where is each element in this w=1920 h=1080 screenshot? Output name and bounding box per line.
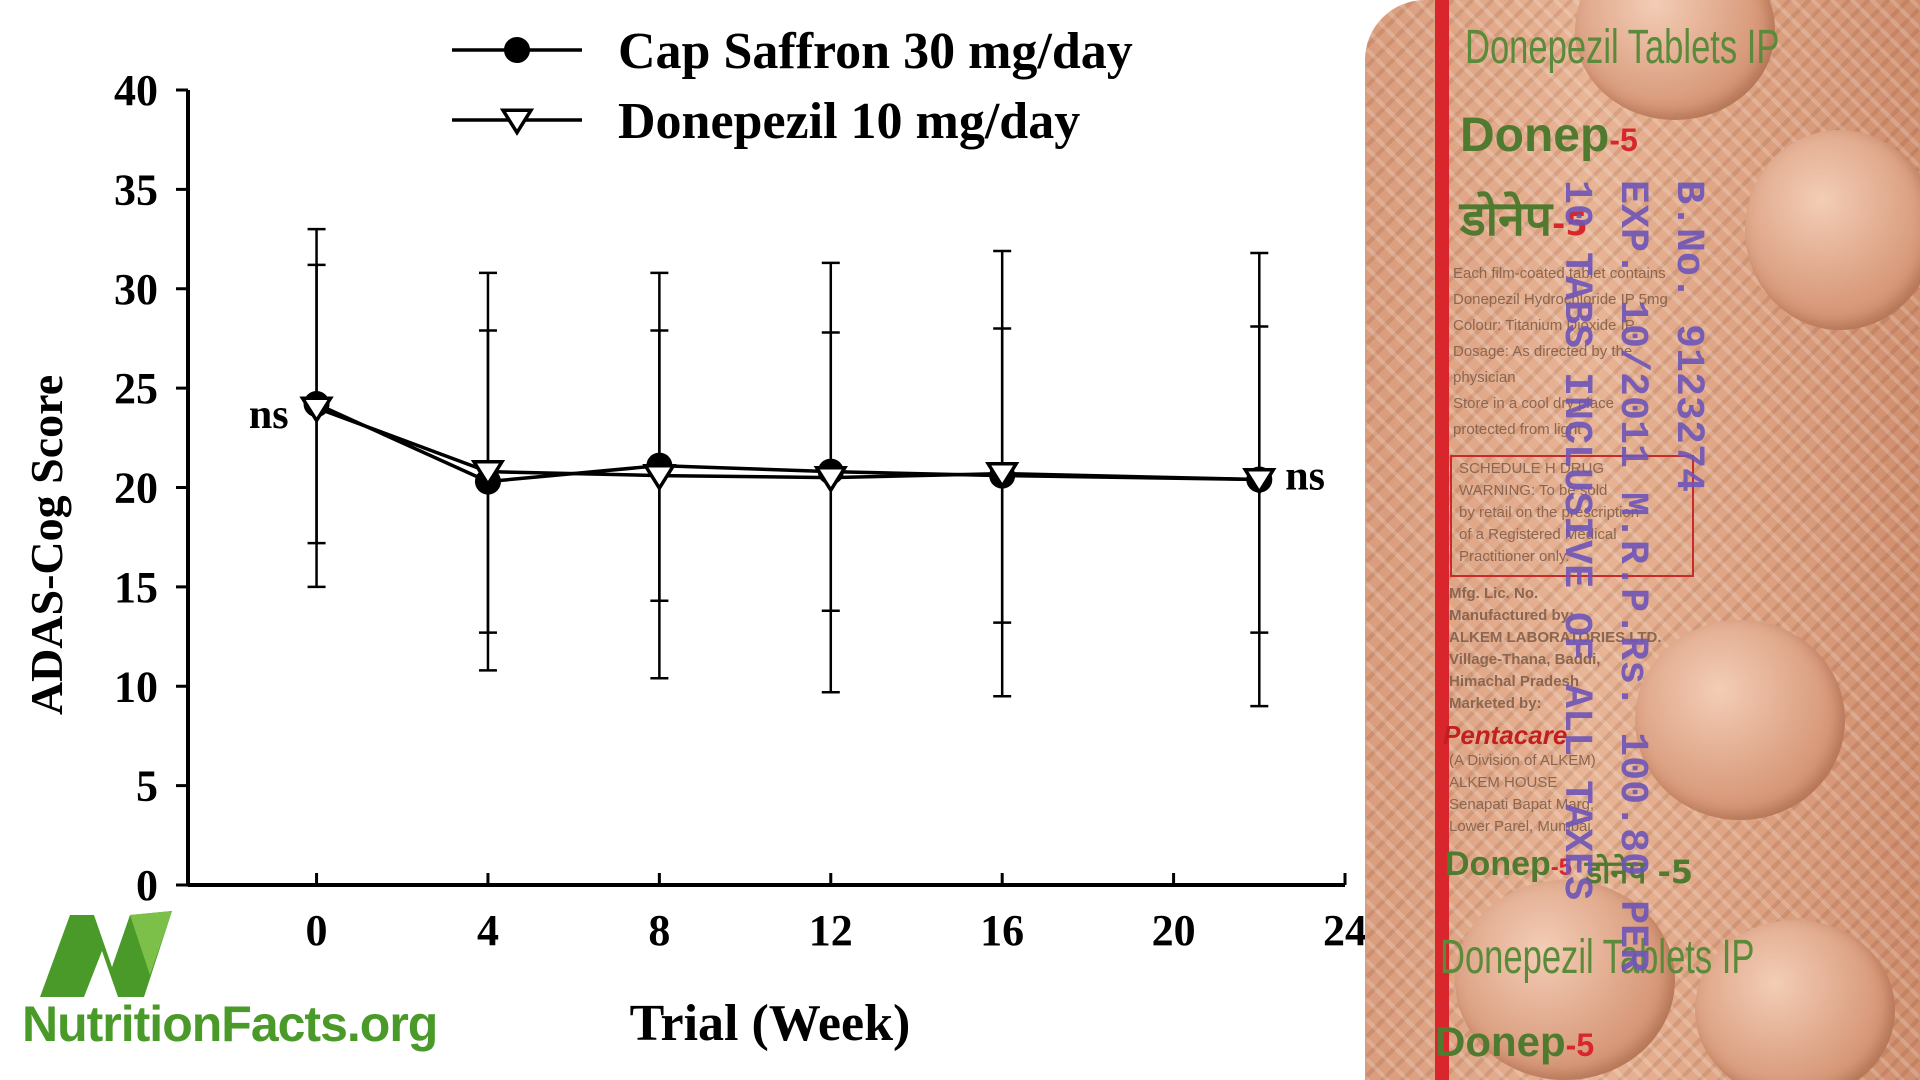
legend: Cap Saffron 30 mg/day Donepezil 10 mg/day (452, 23, 1133, 150)
series-line (315, 402, 1260, 484)
pack-text-line: Store in a cool dry place (1453, 395, 1614, 412)
pack-text-line: Himachal Pradesh (1449, 673, 1580, 690)
brand-strength: -5 (1609, 122, 1638, 158)
x-tick-label: 24 (1323, 906, 1367, 955)
pack-text-line: Marketed by: (1449, 695, 1542, 712)
series-layer (299, 227, 1277, 708)
y-tick-label: 25 (114, 364, 158, 413)
pack-text-line: physician (1453, 369, 1516, 386)
legend-label: Donepezil 10 mg/day (618, 93, 1080, 150)
pack-text-line: Practitioner only. (1459, 548, 1570, 565)
nutritionfacts-logo: NutritionFacts.org (20, 895, 510, 1065)
y-axis-label: ADAS-Cog Score (21, 375, 72, 715)
pack-text-line: Manufactured by: (1449, 607, 1575, 624)
data-point-donepezil (470, 460, 506, 488)
hindi-name: डोनेप (1460, 191, 1553, 247)
series-line (315, 406, 1260, 482)
x-tick-label: 4 (477, 906, 499, 955)
batch-price-stamp: B.No. 9123274 EXP. 10/2011 M.R.P.Rs. 100.… (1547, 180, 1715, 972)
brand-name: Donep (1460, 109, 1610, 162)
data-point-donepezil (1242, 468, 1277, 496)
hindi-strength: -5 (1552, 205, 1588, 243)
pack-text-line: of a Registered Medical (1459, 526, 1617, 543)
brand-name-hindi: डोनेप-5 (1460, 185, 1588, 250)
pack-text-line: Donepezil Hydrochloride IP 5mg (1453, 291, 1668, 308)
marketer-name: Pentacare (1443, 720, 1568, 750)
y-tick-label: 15 (114, 563, 158, 612)
axes (186, 90, 1345, 887)
brand-name-top: Donep-5 (1460, 108, 1638, 163)
logo-text: NutritionFacts.org (22, 996, 438, 1052)
ns-annotation: ns (1285, 454, 1325, 500)
brand-name-bottom: Donep-5 (1445, 845, 1572, 884)
generic-name-top: Donepezil Tablets IP (1465, 21, 1780, 74)
schedule-h-box (1450, 455, 1694, 577)
n-leaf-icon (40, 911, 172, 997)
brand-name: Donep (1445, 845, 1551, 883)
y-tick-label: 40 (114, 66, 158, 115)
pack-text-line: SCHEDULE H DRUG (1459, 460, 1605, 477)
pack-text-line: Dosage: As directed by the (1453, 343, 1633, 360)
pack-text-line: Senapati Bapat Marg, (1449, 796, 1595, 813)
x-axis-label: Trial (Week) (630, 995, 911, 1052)
x-tick-label: 8 (648, 906, 670, 955)
data-point-donepezil (985, 462, 1020, 490)
ns-annotation: ns (249, 392, 289, 438)
pack-text-line: ALKEM LABORATORIES LTD. (1449, 629, 1662, 646)
pack-text-line: Colour: Titanium Dioxide IP (1453, 317, 1635, 334)
data-point-donepezil (813, 466, 848, 494)
series-saffron (303, 263, 1273, 634)
pack-text-line: ALKEM HOUSE (1449, 774, 1558, 791)
brand-name: Donep (1435, 1018, 1566, 1065)
y-tick-label: 35 (114, 165, 158, 214)
pack-text-line: by retail on the prescription (1459, 504, 1640, 521)
brand-name-last: Donep-5 (1435, 1018, 1594, 1066)
stamp-line: 10 TABS INCLUSIVE OF ALL TAXES (1553, 180, 1598, 901)
x-tick-label: 0 (306, 906, 328, 955)
pack-text-line: protected from light (1453, 421, 1582, 438)
data-point-donepezil (642, 464, 677, 492)
x-ticks: 0 4 8 12 16 20 24 (306, 873, 1367, 955)
pack-text-line: Each film-coated tablet contains (1453, 265, 1666, 282)
y-tick-label: 10 (114, 662, 158, 711)
pack-text-line: (A Division of ALKEM) (1449, 752, 1596, 769)
pack-text-line: WARNING: To be sold (1459, 482, 1608, 499)
brand-strength: -5 (1550, 854, 1573, 881)
x-tick-label: 20 (1152, 906, 1196, 955)
annotations: ns ns (249, 392, 1325, 500)
blister-bubble (1745, 130, 1920, 330)
y-tick-label: 30 (114, 265, 158, 314)
pack-text-line: Mfg. Lic. No. (1449, 585, 1539, 602)
y-ticks: 0 5 10 15 20 25 30 35 40 (114, 66, 188, 910)
red-stripe (1435, 0, 1449, 1080)
pack-text-line: Village-Thana, Baddi, (1449, 651, 1601, 668)
legend-label: Cap Saffron 30 mg/day (618, 23, 1133, 80)
legend-marker (504, 37, 530, 63)
blister-bubble (1455, 880, 1675, 1080)
x-tick-label: 12 (809, 906, 853, 955)
data-point-donepezil (299, 396, 334, 424)
y-tick-label: 0 (136, 861, 158, 910)
blister-pack-photo: Donepezil Tablets IP Donep-5 डोनेप-5 Eac… (1365, 0, 1920, 1080)
y-tick-label: 20 (114, 464, 158, 513)
pack-text-line: Lower Parel, Mumbai (1449, 818, 1591, 835)
x-tick-label: 16 (980, 906, 1024, 955)
blister-bubble (1695, 920, 1895, 1080)
legend-marker (499, 108, 535, 136)
blister-bubble (1635, 620, 1845, 820)
stamp-line: B.No. 9123274 (1665, 180, 1710, 493)
brand-strength: -5 (1565, 1027, 1595, 1063)
y-tick-label: 5 (136, 762, 158, 811)
hindi-name-bottom: डोनेप -5 (1585, 853, 1694, 891)
stamp-line: EXP. 10/2011 M.R.P.Rs. 100.80 PER (1609, 180, 1654, 973)
series-donepezil (299, 227, 1277, 708)
generic-name-bottom: Donepezil Tablets IP (1440, 931, 1755, 984)
